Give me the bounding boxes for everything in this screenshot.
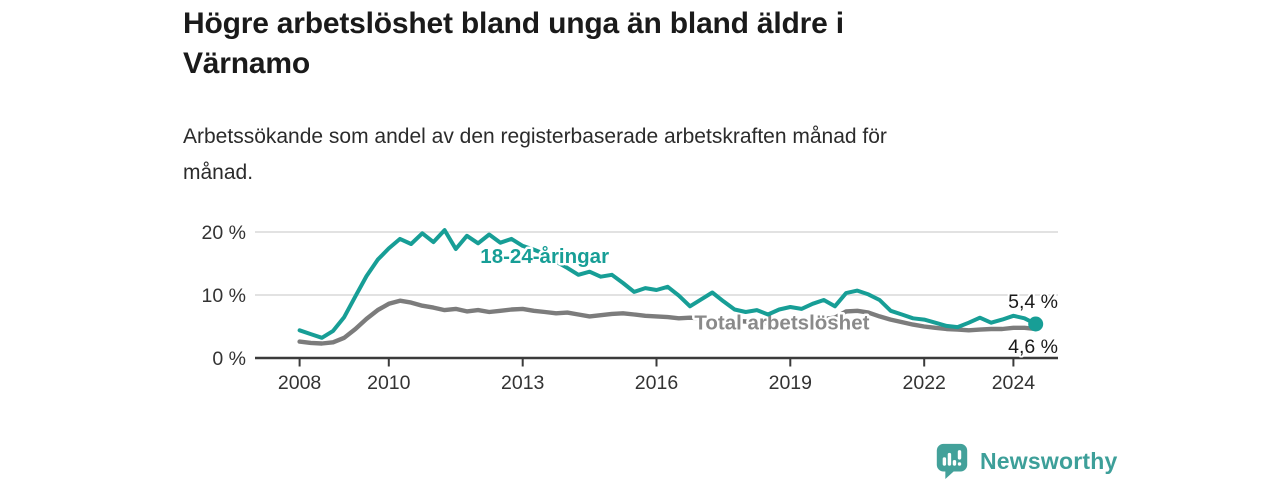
page-title-line-2: Värnamo (183, 47, 310, 80)
chart-subtitle-line-2: månad. (183, 161, 254, 184)
end-value-label-total-arbetsl-shet: 4,6 % (1008, 336, 1058, 358)
chart-subtitle: Arbetssökande som andel av den registerb… (183, 119, 1038, 191)
y-tick-label-10: 10 % (202, 285, 246, 307)
series-label-18-24-ringar: 18-24-åringar (480, 245, 609, 268)
series-line-total-arbetsl-shet (297, 298, 1038, 346)
y-tick-label-0: 0 % (212, 348, 246, 370)
newsworthy-speech-bubble-bar-chart-icon (936, 443, 968, 480)
series-end-dot-18-24-ringar (1028, 316, 1044, 332)
newsworthy-logo-text: Newsworthy (980, 447, 1118, 474)
x-tick-label-2024: 2024 (992, 372, 1036, 394)
x-tick-label-2013: 2013 (501, 372, 544, 394)
x-tick-label-2022: 2022 (903, 372, 946, 394)
chart-subtitle-line-1: Arbetssökande som andel av den registerb… (183, 125, 887, 148)
end-value-label-18-24-ringar: 5,4 % (1008, 291, 1058, 313)
y-tick-label-20: 20 % (202, 222, 246, 244)
x-tick-label-2008: 2008 (278, 372, 321, 394)
x-tick-label-2019: 2019 (769, 372, 812, 394)
newsworthy-logo: Newsworthy (934, 443, 1118, 480)
page-title-line-1: Högre arbetslöshet bland unga än bland ä… (183, 7, 844, 40)
x-tick-label-2016: 2016 (635, 372, 678, 394)
series-line-18-24-ringar (297, 228, 1038, 340)
page-title: Högre arbetslöshet bland unga än bland ä… (183, 4, 1028, 84)
series-label-total-arbetsl-shet: Total arbetslöshet (694, 312, 869, 335)
x-tick-label-2010: 2010 (367, 372, 411, 394)
